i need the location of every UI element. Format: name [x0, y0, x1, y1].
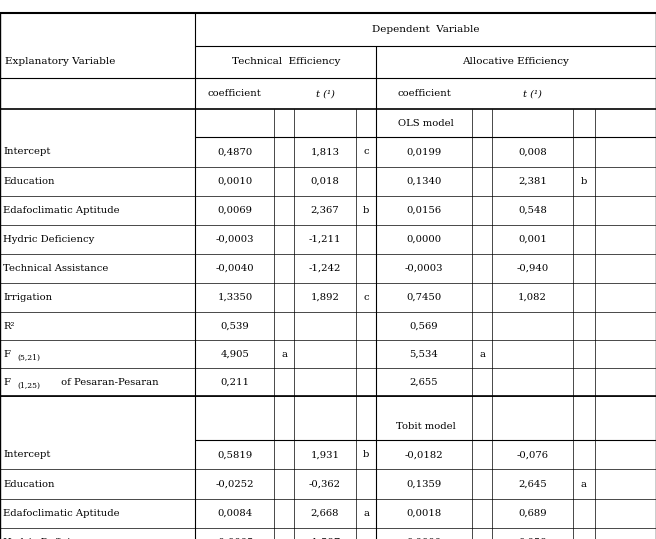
Text: Edafoclimatic Aptitude: Edafoclimatic Aptitude — [3, 206, 120, 215]
Text: a: a — [281, 350, 287, 358]
Text: a: a — [479, 350, 485, 358]
Text: 0,0069: 0,0069 — [217, 206, 253, 215]
Text: Allocative Efficiency: Allocative Efficiency — [462, 58, 569, 66]
Text: coefficient: coefficient — [208, 89, 262, 98]
Text: Dependent  Variable: Dependent Variable — [372, 25, 480, 34]
Text: 1,082: 1,082 — [518, 293, 547, 302]
Text: -1,242: -1,242 — [309, 264, 341, 273]
Text: 0,548: 0,548 — [518, 206, 547, 215]
Text: 0,059: 0,059 — [518, 538, 546, 539]
Text: Intercept: Intercept — [3, 148, 51, 156]
Text: 4,905: 4,905 — [220, 350, 249, 358]
Text: Irrigation: Irrigation — [3, 293, 52, 302]
Text: -0,362: -0,362 — [309, 480, 341, 488]
Text: c: c — [363, 293, 369, 302]
Text: 2,645: 2,645 — [518, 480, 546, 488]
Text: R²: R² — [3, 322, 15, 330]
Text: (1,25): (1,25) — [18, 382, 41, 389]
Text: c: c — [363, 148, 369, 156]
Text: b: b — [363, 206, 369, 215]
Text: -0,0182: -0,0182 — [405, 451, 443, 459]
Text: 0,0010: 0,0010 — [217, 177, 253, 185]
Text: 5,534: 5,534 — [409, 350, 439, 358]
Text: a: a — [363, 509, 369, 517]
Text: -0,940: -0,940 — [516, 264, 548, 273]
Text: -0,0005: -0,0005 — [216, 538, 254, 539]
Text: Education: Education — [3, 177, 55, 185]
Text: -0,076: -0,076 — [516, 451, 548, 459]
Text: 0,0018: 0,0018 — [407, 509, 441, 517]
Text: OLS model: OLS model — [398, 119, 453, 128]
Text: -0,0252: -0,0252 — [216, 480, 254, 488]
Text: 0,018: 0,018 — [310, 177, 340, 185]
Text: 0,0000: 0,0000 — [407, 235, 441, 244]
Text: 0,5819: 0,5819 — [217, 451, 253, 459]
Text: Tobit model: Tobit model — [396, 422, 456, 431]
Text: 0,539: 0,539 — [220, 322, 249, 330]
Text: 2,381: 2,381 — [518, 177, 547, 185]
Text: 0,0000: 0,0000 — [407, 538, 441, 539]
Text: Hydric Deficiency: Hydric Deficiency — [3, 235, 94, 244]
Text: 0,569: 0,569 — [410, 322, 438, 330]
Text: coefficient: coefficient — [398, 89, 451, 98]
Text: 0,008: 0,008 — [518, 148, 546, 156]
Text: Education: Education — [3, 480, 55, 488]
Text: 0,1340: 0,1340 — [407, 177, 441, 185]
Text: 0,4870: 0,4870 — [217, 148, 253, 156]
Text: t (¹): t (¹) — [316, 89, 335, 98]
Text: -1,597: -1,597 — [309, 538, 341, 539]
Text: 1,813: 1,813 — [310, 148, 340, 156]
Text: Hydric Deficiency: Hydric Deficiency — [3, 538, 94, 539]
Text: 2,668: 2,668 — [311, 509, 339, 517]
Text: 0,689: 0,689 — [518, 509, 546, 517]
Text: of Pesaran-Pesaran: of Pesaran-Pesaran — [58, 378, 158, 386]
Text: 2,367: 2,367 — [311, 206, 339, 215]
Text: Edafoclimatic Aptitude: Edafoclimatic Aptitude — [3, 509, 120, 517]
Text: 0,001: 0,001 — [518, 235, 547, 244]
Text: -0,0003: -0,0003 — [405, 264, 443, 273]
Text: 0,0199: 0,0199 — [407, 148, 441, 156]
Text: 0,0156: 0,0156 — [407, 206, 441, 215]
Text: -1,211: -1,211 — [309, 235, 341, 244]
Text: Intercept: Intercept — [3, 451, 51, 459]
Text: 0,7450: 0,7450 — [407, 293, 441, 302]
Text: 0,211: 0,211 — [220, 378, 249, 386]
Text: -0,0040: -0,0040 — [216, 264, 254, 273]
Text: 1,3350: 1,3350 — [217, 293, 253, 302]
Text: a: a — [581, 480, 587, 488]
Text: t (¹): t (¹) — [523, 89, 542, 98]
Text: b: b — [581, 177, 587, 185]
Text: Explanatory Variable: Explanatory Variable — [5, 57, 115, 66]
Text: Technical  Efficiency: Technical Efficiency — [232, 58, 340, 66]
Text: 1,892: 1,892 — [310, 293, 340, 302]
Text: 2,655: 2,655 — [410, 378, 438, 386]
Text: (5,21): (5,21) — [18, 354, 41, 361]
Text: 0,0084: 0,0084 — [217, 509, 253, 517]
Text: F: F — [3, 378, 10, 386]
Text: Technical Assistance: Technical Assistance — [3, 264, 109, 273]
Text: b: b — [363, 451, 369, 459]
Text: 0,1359: 0,1359 — [407, 480, 441, 488]
Text: F: F — [3, 350, 10, 358]
Text: 1,931: 1,931 — [310, 451, 340, 459]
Text: -0,0003: -0,0003 — [216, 235, 254, 244]
